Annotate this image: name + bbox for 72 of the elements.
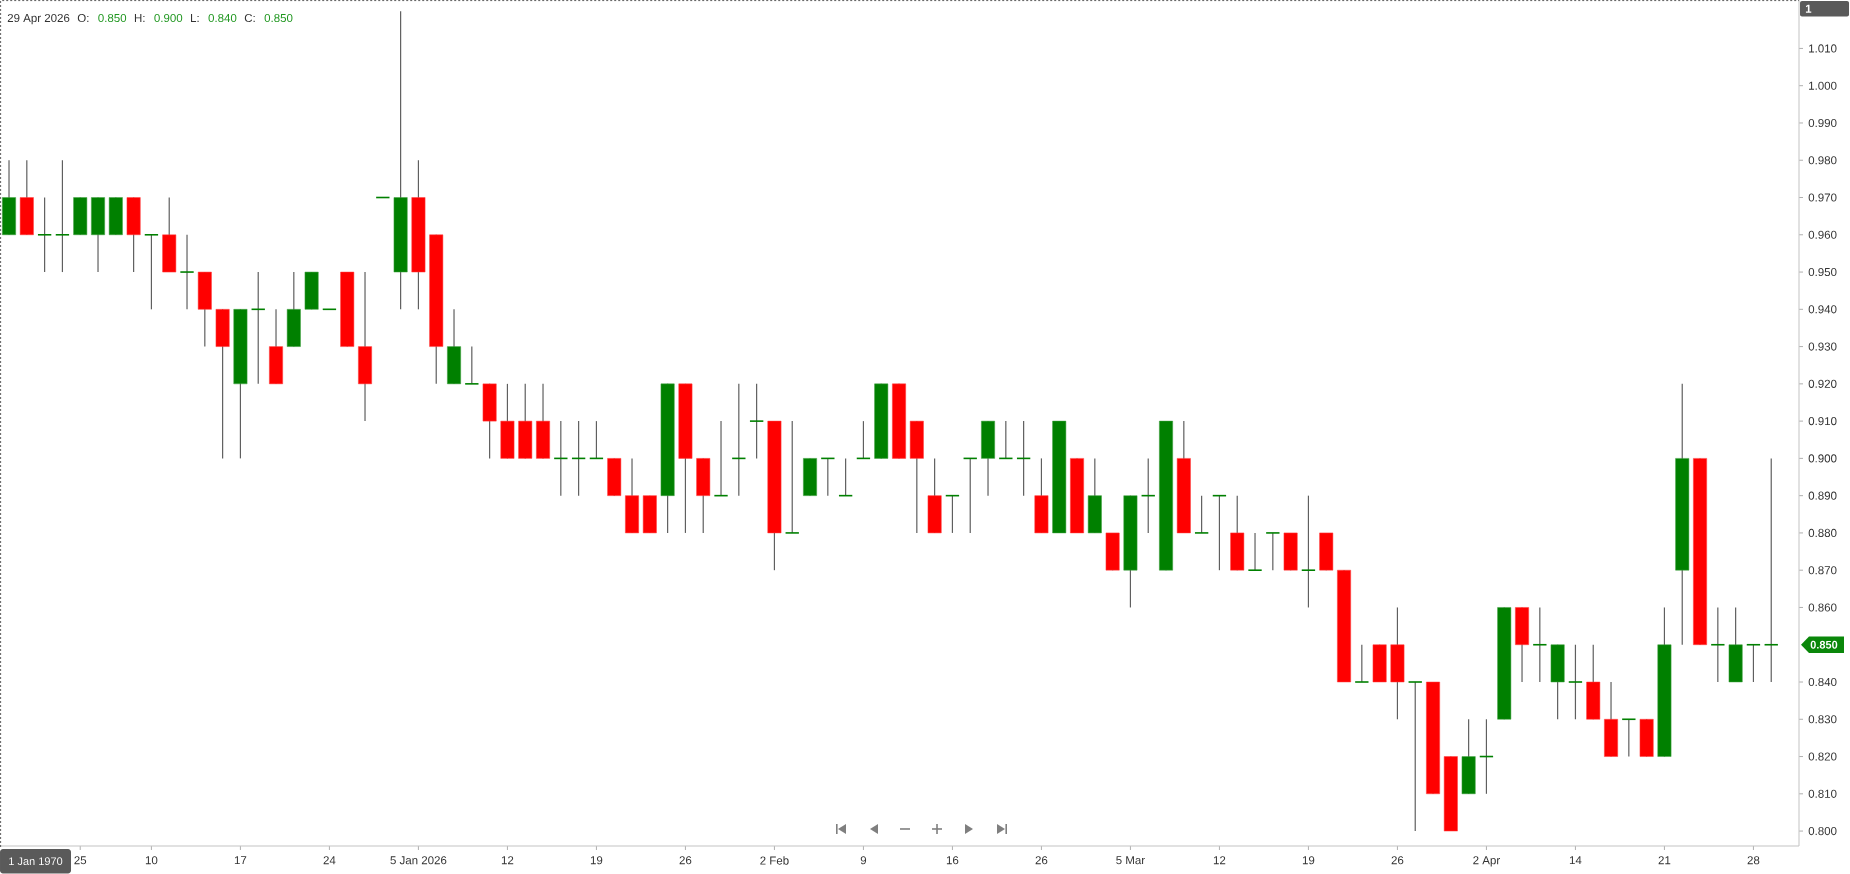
x-tick-label: 21 <box>1658 856 1671 865</box>
candlestick <box>1194 495 1210 534</box>
annotation: 0.900 <box>154 13 183 23</box>
x-tick-label: 12 <box>501 856 514 865</box>
y-tick-label: 0.960 <box>1808 230 1837 239</box>
text: 29 Apr 2026 <box>7 13 70 25</box>
candlestick <box>1745 643 1761 683</box>
annotation: 0.850 <box>264 13 293 23</box>
annotation: L: <box>191 14 199 22</box>
candlestick <box>1621 718 1637 758</box>
candlestick <box>143 233 159 310</box>
candlestick <box>749 383 765 459</box>
annotation: 0.850 <box>98 13 127 23</box>
y-tick-label: 0.900 <box>1808 454 1837 463</box>
x-tick-label: 24 <box>323 856 336 865</box>
x-tick-label: 26 <box>1035 856 1048 865</box>
y-tick-label: 0.860 <box>1808 603 1837 612</box>
candlestick <box>464 345 480 385</box>
y-tick-label: 0.980 <box>1808 156 1837 165</box>
candlestick <box>1407 681 1423 832</box>
x-tick-label: 9 <box>860 856 867 865</box>
x-tick-label: 2 Feb <box>760 856 789 865</box>
candlestick <box>1300 495 1316 609</box>
x-tick-label: 5 Jan 2026 <box>390 856 447 865</box>
candlestick <box>179 234 195 310</box>
candlestick <box>37 196 53 273</box>
y-tick-label: 1.010 <box>1809 44 1837 53</box>
y-tick-label: 0.890 <box>1808 491 1837 500</box>
text: 1 Jan 1970 <box>9 857 63 866</box>
candlestick <box>1763 457 1779 683</box>
candlestick <box>1247 532 1263 571</box>
x-tick-label: 26 <box>679 856 692 865</box>
x-tick-label: 17 <box>234 856 247 865</box>
y-tick-label: 0.970 <box>1808 193 1837 202</box>
x-tick-label: 10 <box>145 856 158 865</box>
candlestick <box>1532 606 1548 683</box>
x-tick-label: 2 Apr <box>1473 856 1500 867</box>
annotation: 0.840 <box>208 13 237 23</box>
y-tick-label: 0.910 <box>1808 417 1837 426</box>
candlestick <box>54 159 70 273</box>
x-tick-label: 12 <box>1213 856 1226 865</box>
y-tick-label: 0.950 <box>1808 267 1837 277</box>
candlestick <box>1567 644 1583 720</box>
y-tick-label: 0.940 <box>1808 305 1837 314</box>
y-tick-label: 0.930 <box>1808 342 1837 351</box>
annotation: O: <box>77 13 89 23</box>
x-tick-label: 26 <box>1391 856 1404 865</box>
candlestick <box>784 420 800 534</box>
y-tick-label: 0.840 <box>1808 677 1837 687</box>
x-tick-label: 19 <box>1302 856 1315 865</box>
text: 1 <box>1805 4 1812 13</box>
y-tick-label: 0.810 <box>1808 789 1837 798</box>
candlestick <box>1265 532 1281 571</box>
x-tick-label: 25 <box>74 856 87 865</box>
candlestick <box>1710 606 1726 683</box>
y-tick-label: 0.830 <box>1808 715 1837 724</box>
y-tick-label: 0.990 <box>1808 118 1837 128</box>
y-tick-label: 0.870 <box>1808 566 1837 575</box>
y-tick-label: 0.920 <box>1808 379 1837 388</box>
x-tick-label: 14 <box>1569 856 1582 865</box>
candlestick <box>1354 644 1370 683</box>
x-tick-label: 19 <box>590 856 603 865</box>
y-tick-label: 1.000 <box>1809 81 1837 90</box>
x-tick-label: 28 <box>1747 856 1760 865</box>
y-tick-label: 0.880 <box>1808 528 1837 537</box>
x-tick-label: 16 <box>946 856 959 865</box>
text: 0.850 <box>1810 640 1838 649</box>
annotation: H: <box>134 14 145 22</box>
x-tick-label: 5 Mar <box>1116 856 1145 865</box>
annotation: C: <box>244 13 255 23</box>
y-tick-label: 0.820 <box>1808 752 1837 761</box>
y-tick-label: 0.800 <box>1808 827 1837 836</box>
